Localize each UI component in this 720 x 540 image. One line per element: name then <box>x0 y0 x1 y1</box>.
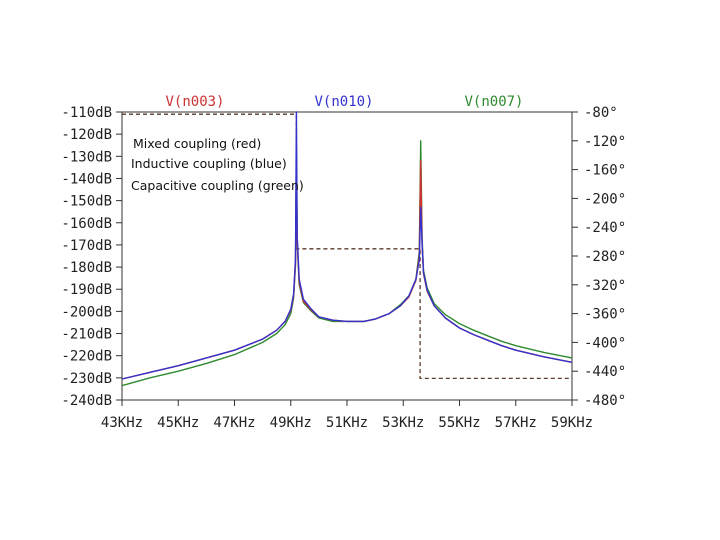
y-right-tick-label: -320° <box>584 278 626 294</box>
series-label: V(n010) <box>314 94 373 110</box>
y-left-tick-label: -130dB <box>61 149 112 165</box>
y-right-tick-label: -360° <box>584 307 626 323</box>
annotation-text: Capacitive coupling (green) <box>131 178 304 193</box>
y-left-tick-label: -150dB <box>61 194 112 210</box>
y-right-tick-label: -80° <box>584 105 618 121</box>
y-left-tick-label: -200dB <box>61 304 112 320</box>
y-left-tick-label: -240dB <box>61 393 112 409</box>
y-left-tick-label: -180dB <box>61 260 112 276</box>
x-tick-label: 47KHz <box>213 415 255 431</box>
y-right-tick-label: -440° <box>584 364 626 380</box>
y-right-tick-label: -200° <box>584 191 626 207</box>
y-right-tick-label: -240° <box>584 220 626 236</box>
y-left-tick-label: -170dB <box>61 238 112 254</box>
x-tick-label: 57KHz <box>495 415 537 431</box>
y-left-tick-label: -110dB <box>61 105 112 121</box>
y-left-tick-label: -230dB <box>61 371 112 387</box>
y-left-tick-label: -220dB <box>61 349 112 365</box>
x-tick-label: 55KHz <box>438 415 480 431</box>
x-tick-label: 53KHz <box>382 415 424 431</box>
phase-trace <box>122 113 572 380</box>
x-tick-label: 51KHz <box>326 415 368 431</box>
series-label: V(n003) <box>165 94 224 110</box>
y-left-tick-label: -160dB <box>61 216 112 232</box>
y-left-tick-label: -140dB <box>61 171 112 187</box>
x-tick-label: 49KHz <box>270 415 312 431</box>
y-right-tick-label: -120° <box>584 134 626 150</box>
x-tick-label: 45KHz <box>157 415 199 431</box>
y-right-tick-label: -280° <box>584 249 626 265</box>
x-tick-label: 59KHz <box>551 415 593 431</box>
annotation-text: Mixed coupling (red) <box>133 136 261 151</box>
series-line-vn010 <box>121 111 573 380</box>
y-left-tick-label: -120dB <box>61 127 112 143</box>
y-right-tick-label: -480° <box>584 393 626 409</box>
series-label: V(n007) <box>464 94 523 110</box>
y-right-tick-label: -400° <box>584 335 626 351</box>
y-left-tick-label: -190dB <box>61 282 112 298</box>
x-tick-label: 43KHz <box>101 415 143 431</box>
annotation-text: Inductive coupling (blue) <box>131 156 287 171</box>
y-left-tick-label: -210dB <box>61 327 112 343</box>
y-right-tick-label: -160° <box>584 163 626 179</box>
